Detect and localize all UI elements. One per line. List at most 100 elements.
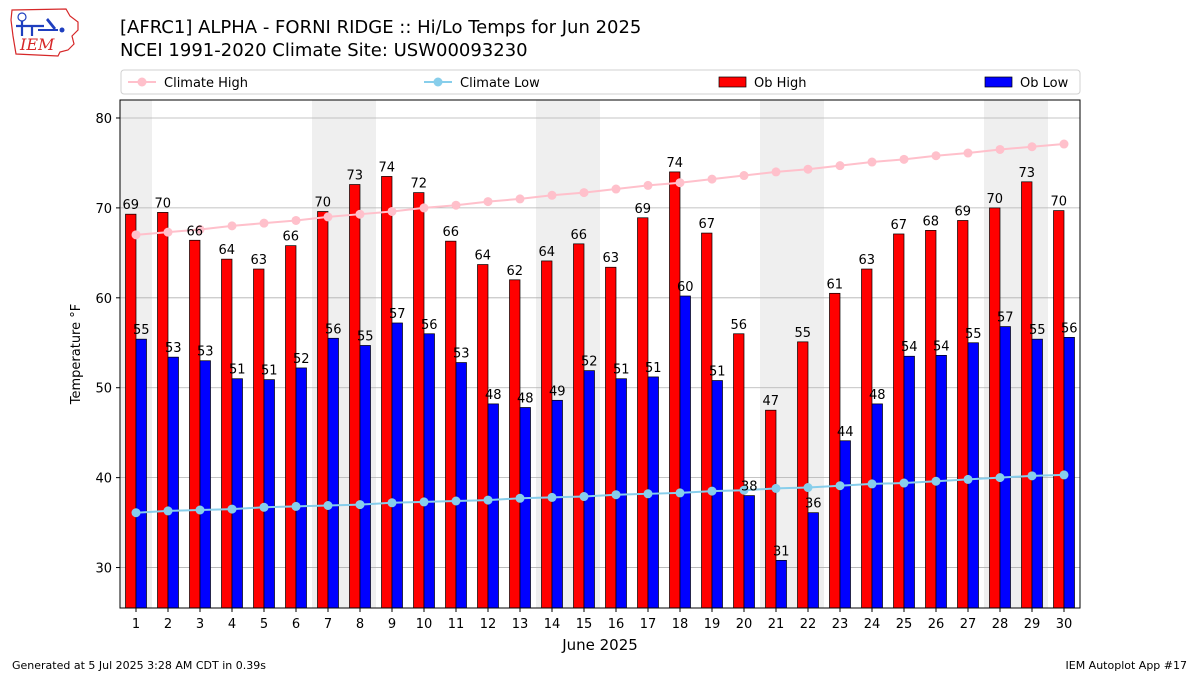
x-tick-label: 17 xyxy=(640,617,657,632)
iem-logo: IEM xyxy=(8,6,82,62)
legend-climate-low-marker xyxy=(433,77,443,87)
ob-high-label: 63 xyxy=(250,253,267,268)
climate-high-point xyxy=(419,203,429,213)
legend-ob-low-label: Ob Low xyxy=(1020,76,1069,91)
ob-high-bar xyxy=(861,268,873,609)
ob-high-label: 72 xyxy=(410,177,427,192)
climate-lines xyxy=(131,139,1069,518)
ob-low-bar xyxy=(199,360,211,609)
x-tick-label: 25 xyxy=(896,617,913,632)
ob-high-bar xyxy=(413,192,425,609)
climate-high-point xyxy=(355,209,365,219)
x-tick-label: 23 xyxy=(832,617,849,632)
ob-high-bar xyxy=(349,184,361,609)
ob-low-label: 38 xyxy=(741,480,758,495)
ob-high-label: 70 xyxy=(986,192,1003,207)
ob-high-label: 74 xyxy=(378,160,395,175)
generated-timestamp: Generated at 5 Jul 2025 3:28 AM CDT in 0… xyxy=(12,659,266,672)
x-tick-label: 10 xyxy=(416,617,433,632)
ob-high-bar xyxy=(509,279,521,609)
ob-high-bar xyxy=(573,243,585,609)
climate-high-point xyxy=(739,171,749,181)
data-labels: 69 70 66 64 63 66 70 73 74 72 66 64 62 64 66 63 69 74 67 56… xyxy=(122,156,1077,559)
ob-low-label: 51 xyxy=(229,363,246,378)
ob-high-bar xyxy=(765,409,777,609)
ob-low-bar xyxy=(839,440,851,609)
x-tick-label: 2 xyxy=(164,617,172,632)
climate-low-point xyxy=(1059,470,1069,480)
climate-high-point xyxy=(1059,139,1069,149)
legend-climate-low-label: Climate Low xyxy=(460,76,540,91)
climate-high-point xyxy=(771,167,781,177)
ob-high-label: 64 xyxy=(474,249,491,264)
climate-high-point xyxy=(643,180,653,190)
climate-high-line xyxy=(135,143,1065,236)
ob-low-bar xyxy=(455,362,467,609)
x-tick-label: 5 xyxy=(260,617,268,632)
climate-low-point xyxy=(707,486,717,496)
climate-high-point xyxy=(547,190,557,200)
ob-low-bar xyxy=(135,338,147,609)
x-tick-label: 3 xyxy=(196,617,204,632)
ob-low-label: 36 xyxy=(805,497,822,512)
legend-climate-high-label: Climate High xyxy=(164,76,248,91)
ob-high-label: 66 xyxy=(442,225,459,240)
climate-high-point xyxy=(387,206,397,216)
ob-high-label: 73 xyxy=(346,169,363,184)
legend-climate-high-marker xyxy=(137,77,147,87)
ob-high-bar xyxy=(381,176,393,609)
ob-high-label: 70 xyxy=(1050,195,1067,210)
ob-high-label: 66 xyxy=(570,228,587,243)
ob-low-label: 31 xyxy=(773,544,790,559)
autoplot-app-label: IEM Autoplot App #17 xyxy=(1065,659,1188,672)
climate-high-point xyxy=(323,212,333,222)
x-tick-label: 6 xyxy=(292,617,300,632)
climate-high-point xyxy=(867,157,877,167)
climate-low-point xyxy=(867,479,877,489)
ob-high-label: 68 xyxy=(922,214,939,229)
x-tick-label: 22 xyxy=(800,617,817,632)
climate-high-point xyxy=(611,184,621,194)
ob-low-bar xyxy=(263,379,275,609)
ob-low-bar xyxy=(327,337,339,609)
ob-high-bar xyxy=(221,258,233,609)
ob-low-label: 44 xyxy=(837,425,854,440)
y-tick-label: 30 xyxy=(95,562,112,577)
climate-high-point xyxy=(259,218,269,228)
ob-high-bar xyxy=(701,232,713,609)
legend-box xyxy=(120,69,1081,95)
ob-low-label: 56 xyxy=(1061,321,1078,336)
ob-high-label: 47 xyxy=(762,394,779,409)
ob-low-bar xyxy=(295,367,307,609)
ob-low-label: 53 xyxy=(165,341,182,356)
climate-low-point xyxy=(195,505,205,515)
x-tick-label: 11 xyxy=(448,617,465,632)
ob-low-label: 57 xyxy=(389,307,406,322)
ob-high-bar xyxy=(797,341,809,609)
ob-low-label: 48 xyxy=(517,391,534,406)
ob-high-bar xyxy=(125,213,137,609)
ob-high-bar xyxy=(157,212,169,609)
legend-ob-high-swatch xyxy=(718,76,747,88)
x-axis-title: June 2025 xyxy=(561,636,638,654)
x-tick-label: 19 xyxy=(704,617,721,632)
climate-low-point xyxy=(259,502,269,512)
ob-low-bar xyxy=(807,512,819,609)
ob-low-label: 51 xyxy=(645,361,662,376)
ob-high-bar xyxy=(285,245,297,609)
ob-high-label: 70 xyxy=(154,196,171,211)
climate-low-point xyxy=(739,485,749,495)
ob-low-bar xyxy=(391,322,403,609)
legend: Climate High Climate Low Ob High Ob Low xyxy=(120,69,1081,95)
ob-low-label: 55 xyxy=(357,329,374,344)
ob-high-bar xyxy=(1053,210,1065,609)
ob-low-bar xyxy=(583,370,595,609)
x-tick-label: 13 xyxy=(512,617,529,632)
plot-frame xyxy=(119,99,1081,609)
climate-low-point xyxy=(323,501,333,511)
ob-high-label: 63 xyxy=(858,253,875,268)
ob-high-bar xyxy=(605,266,617,609)
climate-low-point xyxy=(163,506,173,516)
